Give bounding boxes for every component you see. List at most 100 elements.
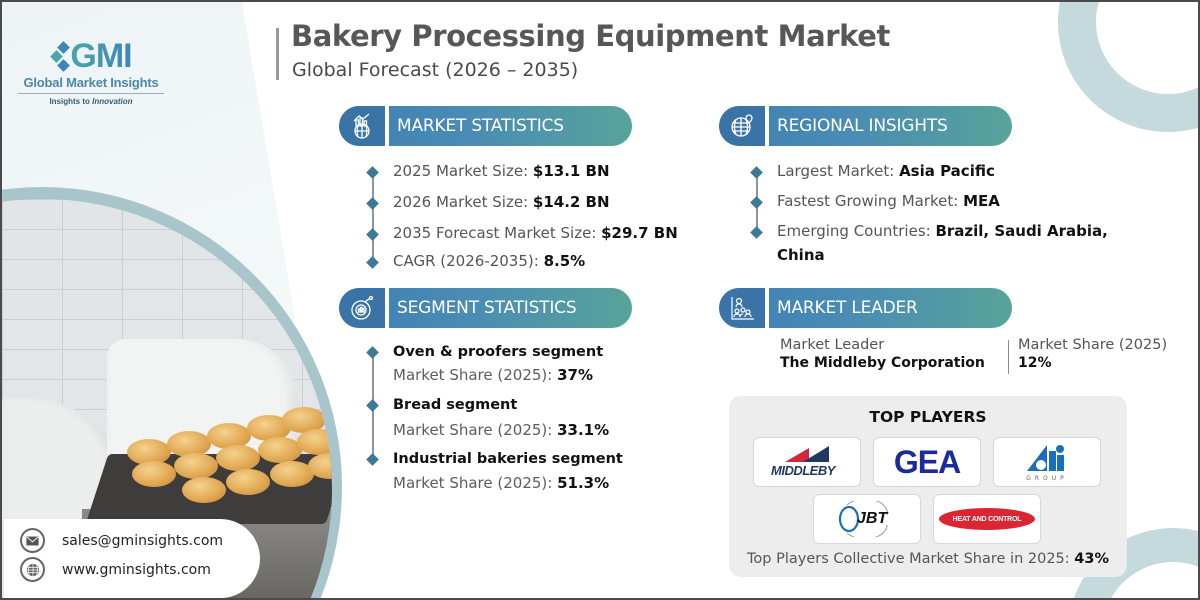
logo-divider	[18, 93, 164, 94]
section-label: SEGMENT STATISTICS	[397, 298, 577, 318]
contact-panel: sales@gminsights.com www.gminsights.com	[4, 519, 260, 598]
bun	[174, 453, 218, 479]
bullet-icon	[366, 228, 379, 241]
top-players-share: Top Players Collective Market Share in 2…	[729, 551, 1127, 567]
stat-value: $14.2 BN	[532, 193, 610, 211]
jbt-logo: JBT	[813, 494, 921, 544]
share-label: Market Share (2025):	[393, 366, 558, 384]
brand-name: Global Market Insights	[23, 75, 159, 90]
stat-label: CAGR (2026-2035):	[393, 252, 544, 270]
title-accent-bar	[276, 28, 279, 80]
insight-label: Emerging Countries:	[777, 222, 936, 240]
section-label: MARKET LEADER	[777, 298, 918, 318]
website-link[interactable]: www.gminsights.com	[62, 561, 211, 578]
page-subtitle: Global Forecast (2026 – 2035)	[292, 59, 579, 81]
gea-logo: GEA	[873, 437, 981, 487]
bun	[127, 439, 171, 465]
segment-name: Oven & proofers segment	[393, 344, 604, 360]
stat-label: 2025 Market Size:	[393, 162, 533, 180]
bun	[297, 429, 332, 455]
envelope-icon	[20, 528, 45, 553]
bullet-icon	[366, 346, 379, 359]
logo-text: GMI	[70, 36, 132, 75]
ali-group-logo: GROUP	[993, 437, 1101, 487]
insight-value-continued: China	[777, 246, 825, 264]
logo-text: MIDDLEBY	[771, 463, 835, 478]
share-value: 51.3%	[557, 474, 610, 492]
globe-pin-icon	[719, 106, 769, 146]
logo-mark: GMI	[16, 36, 166, 75]
top-players-title: TOP PLAYERS	[869, 408, 987, 426]
market-leader-block: Market Leader The Middleby Corporation	[780, 337, 985, 371]
email-link[interactable]: sales@gminsights.com	[62, 532, 224, 549]
share-label: Top Players Collective Market Share in 2…	[747, 551, 1075, 567]
bullet-icon	[366, 453, 379, 466]
leader-divider	[1008, 340, 1009, 374]
insight-label: Largest Market:	[777, 162, 900, 180]
middleby-logo: MIDDLEBY	[753, 437, 861, 487]
chart-globe-icon	[339, 106, 389, 146]
stat-value: $29.7 BN	[601, 224, 678, 242]
regional-insights-header: REGIONAL INSIGHTS	[719, 106, 1012, 146]
bun	[167, 431, 211, 457]
bun	[258, 437, 302, 463]
website-row[interactable]: www.gminsights.com	[20, 557, 211, 582]
share-label: Market Share (2025):	[393, 421, 558, 439]
segment-name: Industrial bakeries segment	[393, 451, 623, 467]
logo-text: HEAT AND CONTROL	[952, 515, 1022, 523]
bun	[207, 423, 251, 449]
decorative-ring-top-right	[1058, 2, 1198, 132]
market-leader-header: MARKET LEADER	[719, 288, 1012, 328]
bullet-icon	[366, 197, 379, 210]
insight-value: MEA	[963, 192, 1000, 210]
bun	[282, 407, 326, 433]
diamond-icon	[50, 41, 71, 72]
bullet-icon	[366, 166, 379, 179]
insight-label: Fastest Growing Market:	[777, 192, 964, 210]
market-statistics-header: MARKET STATISTICS	[339, 106, 632, 146]
logo-text: GEA	[893, 443, 961, 480]
insight-value: Brazil, Saudi Arabia,	[935, 222, 1108, 240]
email-row[interactable]: sales@gminsights.com	[20, 528, 223, 553]
bun	[132, 461, 176, 487]
brand-tagline: Insights to Innovation	[16, 97, 166, 106]
tagline-emphasis: Innovation	[92, 97, 133, 106]
bun	[182, 477, 226, 503]
insight-value: Asia Pacific	[899, 162, 995, 180]
heat-and-control-logo: HEAT AND CONTROL	[933, 494, 1041, 544]
logo-subtext: GROUP	[1026, 474, 1068, 482]
tagline-prefix: Insights to	[49, 97, 93, 106]
segment-name: Bread segment	[393, 397, 518, 413]
share-value: 43%	[1074, 551, 1109, 567]
bun	[270, 461, 314, 487]
leader-value: The Middleby Corporation	[780, 355, 985, 371]
gmi-logo: GMI Global Market Insights Insights to I…	[16, 36, 166, 106]
globe-icon	[20, 557, 45, 582]
bullet-icon	[366, 399, 379, 412]
share-value: 12%	[1018, 355, 1052, 371]
stat-label: 2026 Market Size:	[393, 193, 533, 211]
market-share-block: Market Share (2025) 12%	[1018, 337, 1167, 371]
leader-people-icon	[719, 288, 769, 328]
stat-value: 8.5%	[543, 252, 586, 270]
segment-statistics-header: SEGMENT STATISTICS	[339, 288, 632, 328]
share-label: Market Share (2025):	[393, 474, 558, 492]
stat-value: $13.1 BN	[532, 162, 610, 180]
segment-chart-icon	[339, 288, 389, 328]
bullet-icon	[750, 226, 763, 239]
bullet-icon	[366, 256, 379, 269]
bullet-icon	[750, 196, 763, 209]
share-value: 33.1%	[557, 421, 610, 439]
bun	[216, 445, 260, 471]
section-label: REGIONAL INSIGHTS	[777, 116, 948, 136]
share-value: 37%	[557, 366, 593, 384]
bullet-icon	[750, 166, 763, 179]
top-players-panel: TOP PLAYERS MIDDLEBY GEA	[729, 396, 1127, 577]
page-title: Bakery Processing Equipment Market	[291, 19, 891, 53]
timeline-line	[372, 170, 374, 265]
leader-label: Market Leader	[780, 337, 885, 353]
section-label: MARKET STATISTICS	[397, 116, 564, 136]
logo-text: JBT	[857, 510, 888, 527]
share-label: Market Share (2025)	[1018, 337, 1168, 353]
